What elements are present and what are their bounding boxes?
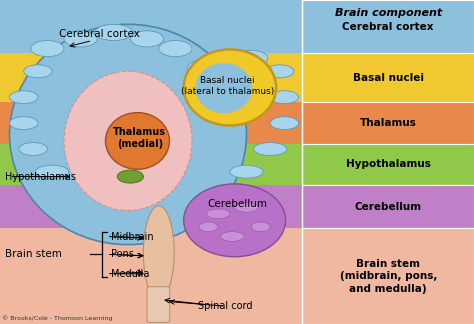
Bar xyxy=(302,102,474,144)
Bar xyxy=(302,144,474,185)
Text: Hypothalamus: Hypothalamus xyxy=(346,159,431,169)
Ellipse shape xyxy=(19,143,47,156)
Text: Hypothalamus: Hypothalamus xyxy=(5,172,76,181)
Ellipse shape xyxy=(159,40,192,57)
Ellipse shape xyxy=(195,63,252,113)
Ellipse shape xyxy=(143,206,174,300)
Text: Midbrain: Midbrain xyxy=(111,232,154,241)
Text: Brain stem
(midbrain, pons,
and medulla): Brain stem (midbrain, pons, and medulla) xyxy=(339,259,437,294)
Ellipse shape xyxy=(24,65,52,78)
Ellipse shape xyxy=(235,50,268,66)
Text: Cerebral cortex: Cerebral cortex xyxy=(59,29,140,39)
Bar xyxy=(302,53,474,102)
Ellipse shape xyxy=(230,165,263,178)
Bar xyxy=(0,0,474,53)
Ellipse shape xyxy=(220,232,244,241)
Ellipse shape xyxy=(31,40,64,57)
Bar xyxy=(0,228,474,324)
Ellipse shape xyxy=(235,202,258,212)
Ellipse shape xyxy=(9,24,246,245)
Ellipse shape xyxy=(36,165,69,178)
Bar xyxy=(0,102,474,144)
Text: Thalamus
(medial): Thalamus (medial) xyxy=(113,127,166,148)
Text: Brain component: Brain component xyxy=(335,8,442,18)
Bar xyxy=(302,0,474,53)
Ellipse shape xyxy=(270,117,299,130)
Ellipse shape xyxy=(206,209,230,219)
Text: Cerebellum: Cerebellum xyxy=(355,202,422,212)
Text: Cerebellum: Cerebellum xyxy=(207,199,267,209)
Ellipse shape xyxy=(9,91,38,104)
Ellipse shape xyxy=(187,60,220,76)
Ellipse shape xyxy=(105,113,169,169)
Text: Cerebral cortex: Cerebral cortex xyxy=(342,22,434,32)
Text: Basal nuclei: Basal nuclei xyxy=(353,73,424,83)
Ellipse shape xyxy=(64,71,192,211)
Ellipse shape xyxy=(254,143,287,156)
Ellipse shape xyxy=(251,222,270,232)
Text: Brain stem: Brain stem xyxy=(5,249,62,259)
Bar xyxy=(302,185,474,228)
Bar xyxy=(0,53,474,102)
Text: Basal nuclei
(lateral to thalamus): Basal nuclei (lateral to thalamus) xyxy=(181,76,274,96)
Ellipse shape xyxy=(270,91,299,104)
Bar xyxy=(302,228,474,324)
Ellipse shape xyxy=(118,170,143,183)
Text: Spinal cord: Spinal cord xyxy=(198,301,252,311)
FancyBboxPatch shape xyxy=(147,287,170,322)
Ellipse shape xyxy=(199,222,218,232)
Ellipse shape xyxy=(265,65,294,78)
Ellipse shape xyxy=(9,117,38,130)
Ellipse shape xyxy=(183,50,276,126)
Ellipse shape xyxy=(64,31,97,47)
Text: Thalamus: Thalamus xyxy=(360,118,417,128)
Text: Pons: Pons xyxy=(111,249,134,259)
Text: Medulla: Medulla xyxy=(111,269,150,279)
Text: © Brooks/Cole - Thomson Learning: © Brooks/Cole - Thomson Learning xyxy=(2,316,113,321)
Ellipse shape xyxy=(95,24,133,40)
Ellipse shape xyxy=(184,184,285,257)
Bar xyxy=(0,144,474,185)
Bar xyxy=(0,185,474,228)
Ellipse shape xyxy=(130,31,164,47)
